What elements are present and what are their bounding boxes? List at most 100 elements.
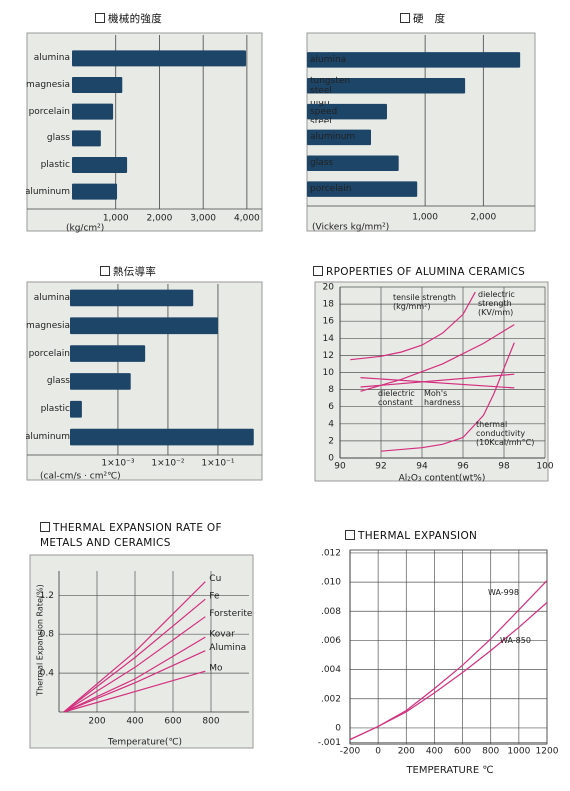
x-tick-label: 200: [398, 747, 415, 757]
series-line: [63, 670, 206, 713]
title-box: [95, 13, 105, 23]
series-label: thermal conductivity (10Kcal/mh°C): [476, 420, 535, 447]
bar: [307, 52, 521, 68]
x-tick-label: 600: [164, 717, 181, 727]
chart-title-box: 硬 度: [400, 13, 446, 25]
category-label-box: high speed steel: [310, 100, 338, 123]
title-box: [345, 530, 355, 540]
x-tick-label: 0: [375, 747, 381, 757]
y-tick-label: 1.2: [40, 591, 54, 601]
y-tick-label: .008: [321, 607, 341, 617]
category-label: porcelain: [28, 348, 70, 359]
x-tick-label: 2,000: [147, 214, 173, 224]
category-label: high speed steel: [310, 100, 338, 123]
series-line: [380, 342, 515, 452]
y-tick-label: 0: [328, 454, 334, 464]
chart-title-box: 熱伝導率: [100, 265, 190, 301]
x-tick-label: 400: [426, 747, 443, 757]
category-label-box: glass: [47, 376, 70, 386]
chart-title: THERMAL EXPANSION RATE OF METALS AND CER…: [40, 521, 230, 557]
bar: [70, 400, 82, 418]
title-text: 機械的強度: [108, 13, 162, 25]
category-label-box: alumina: [33, 292, 70, 303]
y-tick-label: 4: [328, 419, 334, 429]
category-label-box: aluminum: [26, 432, 70, 442]
bar: [70, 345, 146, 362]
chart-title-box: 機械的強度: [95, 13, 162, 25]
y-tick-label: 6: [328, 402, 334, 412]
series-label: dielectric strength (KV/mm): [478, 290, 515, 317]
series-label-box: tensile strength (kg/mm²): [393, 293, 456, 311]
x-tick-label: 1×10⁻³: [101, 459, 134, 469]
category-label: alumina: [33, 292, 70, 303]
category-label-box: alumina: [310, 55, 346, 65]
category-label-box: glass: [310, 158, 334, 169]
x-tick-label: 3,000: [190, 214, 216, 224]
category-label-box: porcelain: [310, 184, 351, 194]
x-tick-label: 100: [536, 462, 553, 472]
bar: [307, 129, 372, 146]
series-line: [360, 377, 515, 389]
category-label: porcelain: [28, 106, 70, 117]
series-label: WA-850: [500, 636, 531, 645]
series-label-box: Moh's hardness: [424, 389, 461, 407]
category-label-box: magnesia: [26, 321, 70, 331]
series-line: [63, 616, 206, 713]
category-label: glass: [310, 158, 334, 169]
series-label: tensile strength (kg/mm²): [393, 293, 456, 311]
x-tick-label: 98: [498, 462, 510, 472]
y-tick-label: .010: [321, 578, 341, 588]
x-tick-label: 200: [88, 717, 105, 727]
y-tick-label: 12: [323, 351, 334, 361]
series-line: [63, 581, 206, 713]
y-tick-label: 0.8: [40, 630, 55, 640]
title-text: 硬 度: [413, 13, 446, 25]
y-tick-label: 16: [323, 317, 335, 327]
category-label: aluminum: [26, 186, 70, 197]
x-tick-label: 94: [416, 462, 428, 472]
series-label-box: dielectric constant: [378, 389, 415, 407]
category-label-box: plastic: [41, 160, 70, 170]
series-line: [350, 291, 476, 361]
y-tick-label: 18: [323, 300, 335, 310]
y-tick-label: .012: [321, 548, 341, 558]
category-label: tungsten steel: [310, 75, 351, 96]
title-text: THERMAL EXPANSION RATE OF METALS AND CER…: [40, 522, 222, 549]
x-tick-label: 1,000: [412, 213, 438, 223]
title-box: [400, 13, 410, 23]
y-tick-label: 2: [328, 436, 334, 446]
x-axis-label: Temperature(℃): [107, 738, 182, 748]
x-tick-label: 1200: [536, 747, 559, 757]
category-label-box: magnesia: [26, 80, 70, 90]
chart-title-box: THERMAL EXPANSION RATE OF METALS AND CER…: [40, 521, 230, 557]
x-tick-label: 90: [334, 462, 346, 472]
y-tick-label: 0: [335, 723, 341, 733]
bar: [72, 103, 114, 120]
series-label: Kovar: [209, 630, 235, 640]
title-text: RPOPERTIES OF ALUMINA CERAMICS: [326, 266, 526, 278]
series-line: [349, 602, 548, 741]
bar: [307, 181, 418, 197]
series-line: [63, 636, 206, 713]
y-tick-label: 20: [323, 283, 335, 293]
bar: [72, 50, 247, 67]
title-box: [100, 266, 110, 276]
series-label: dielectric constant: [378, 389, 415, 407]
category-label: alumina: [33, 53, 70, 64]
x-axis-label: (kg/cm²): [66, 224, 104, 234]
title-box: [40, 522, 50, 532]
chart-title: 熱伝導率: [100, 265, 190, 301]
series-label: Mo: [209, 664, 223, 674]
bar: [70, 289, 194, 307]
series-line: [63, 650, 206, 713]
x-tick-label: 1,000: [103, 214, 129, 224]
category-label-box: aluminum: [310, 132, 355, 142]
bar: [70, 317, 218, 335]
category-label: plastic: [40, 404, 70, 415]
y-tick-label: .002: [321, 694, 341, 704]
x-tick-label: -200: [340, 747, 361, 757]
series-label: Fe: [209, 592, 220, 602]
category-label-box: alumina: [33, 53, 70, 64]
